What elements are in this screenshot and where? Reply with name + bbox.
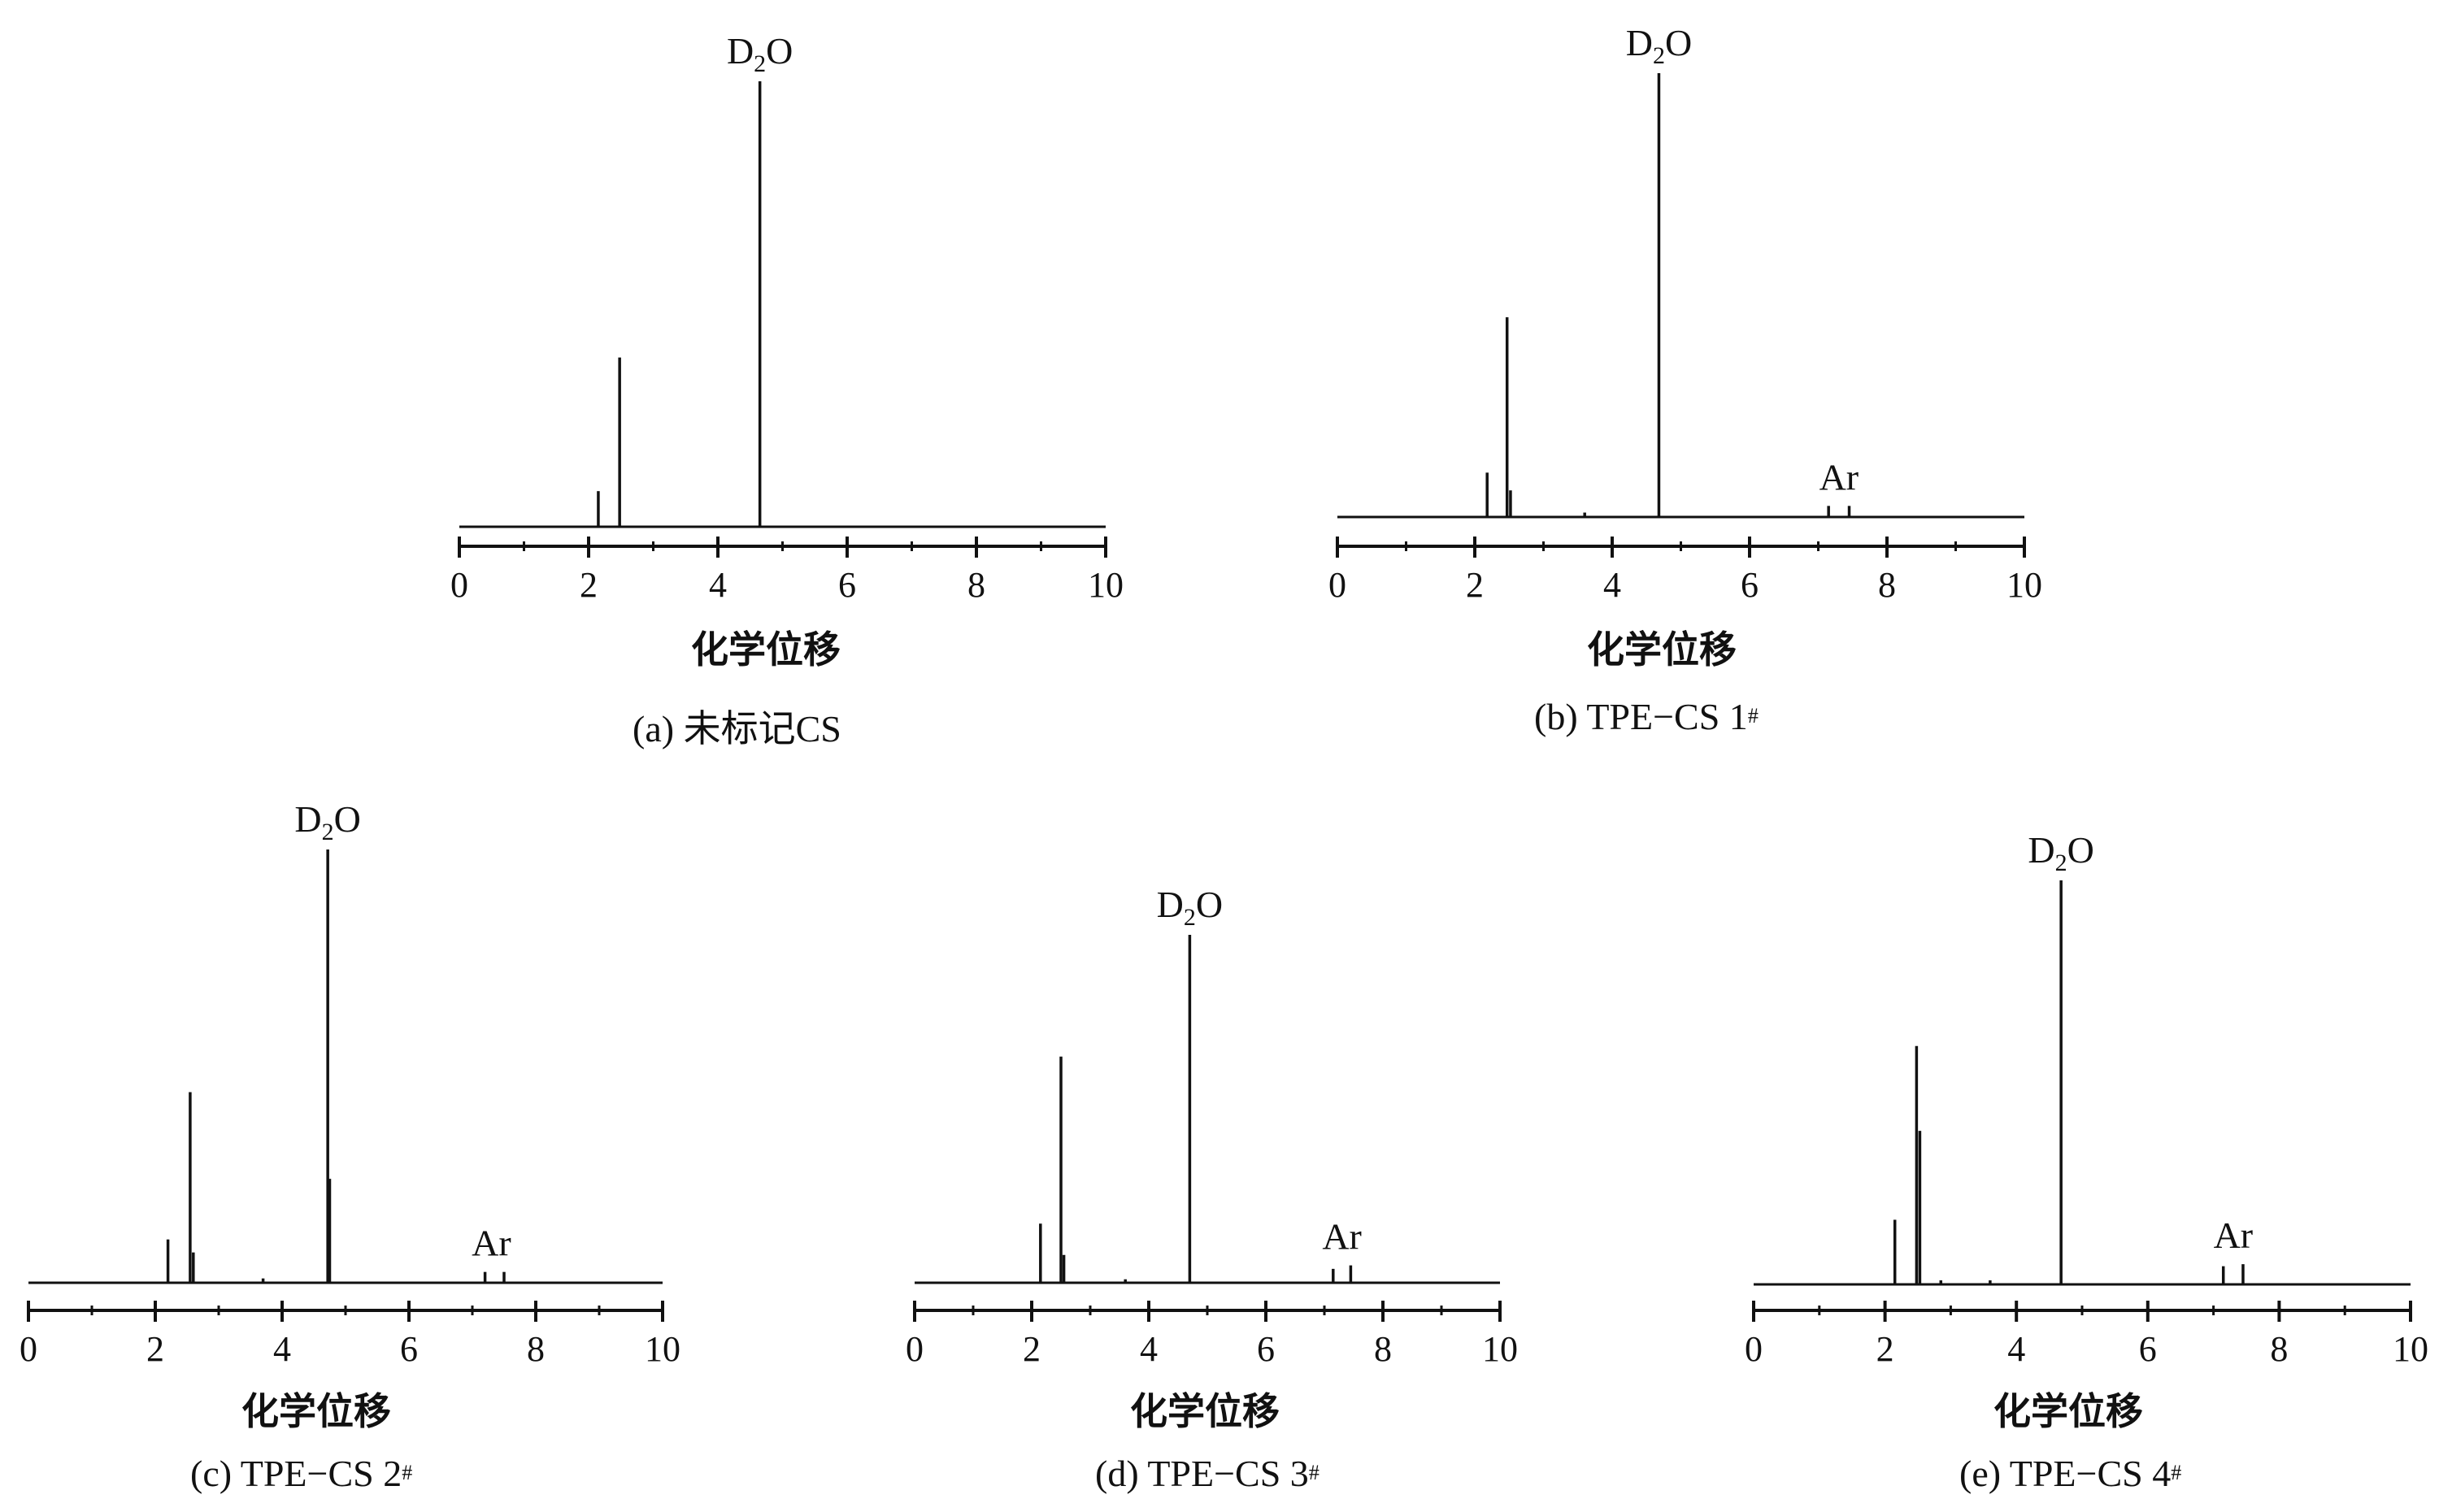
x-tick-label-d-2: 4 — [1140, 1329, 1158, 1369]
caption-c: (c) TPE−CS 2# — [190, 1452, 412, 1495]
peak-label-c-0: D2O — [294, 798, 360, 845]
x-tick-label-e-4: 8 — [2270, 1329, 2288, 1369]
caption-label-b: TPE−CS 1 — [1586, 696, 1748, 737]
x-tick-label-b-3: 6 — [1741, 565, 1759, 605]
peak-label-e-0: D2O — [2028, 829, 2093, 876]
x-tick-label-b-0: 0 — [1328, 565, 1346, 605]
x-tick-label-d-5: 10 — [1482, 1329, 1518, 1369]
x-tick-label-d-4: 8 — [1374, 1329, 1392, 1369]
peak-label-d-0: D2O — [1157, 884, 1223, 931]
caption-label-d: TPE−CS 3 — [1147, 1453, 1309, 1494]
x-tick-label-c-0: 0 — [20, 1329, 37, 1369]
caption-a: (a) 未标记CS — [633, 699, 841, 753]
x-tick-label-c-5: 10 — [645, 1329, 680, 1369]
x-tick-label-a-3: 6 — [838, 565, 856, 605]
x-tick-label-a-4: 8 — [967, 565, 985, 605]
x-tick-label-b-2: 4 — [1603, 565, 1621, 605]
peak-label-b-1: Ar — [1819, 456, 1859, 497]
x-tick-label-c-4: 8 — [527, 1329, 545, 1369]
caption-prefix-a: (a) — [633, 708, 684, 749]
caption-prefix-c: (c) — [190, 1453, 241, 1494]
caption-prefix-d: (d) — [1095, 1453, 1148, 1494]
x-axis-label-b: 化学位移 — [1587, 628, 1737, 671]
x-tick-label-c-1: 2 — [146, 1329, 164, 1369]
x-axis-label-d: 化学位移 — [1130, 1389, 1280, 1433]
x-tick-label-e-0: 0 — [1745, 1329, 1763, 1369]
peak-label-d-1: Ar — [1322, 1216, 1362, 1258]
x-tick-label-a-1: 2 — [580, 565, 598, 605]
x-tick-label-a-2: 4 — [709, 565, 727, 605]
caption-sup-d: # — [1308, 1461, 1319, 1484]
caption-prefix-e: (e) — [1959, 1453, 2010, 1494]
x-tick-label-e-5: 10 — [2393, 1329, 2428, 1369]
caption-sup-e: # — [2171, 1461, 2182, 1484]
x-tick-label-d-0: 0 — [906, 1329, 924, 1369]
x-tick-label-b-5: 10 — [2006, 565, 2042, 605]
peak-label-c-1: Ar — [472, 1223, 511, 1264]
caption-sup-c: # — [402, 1461, 413, 1484]
caption-label-c: TPE−CS 2 — [240, 1453, 402, 1494]
x-tick-label-a-5: 10 — [1088, 565, 1124, 605]
caption-prefix-b: (b) — [1534, 696, 1587, 737]
x-tick-label-e-1: 2 — [1876, 1329, 1894, 1369]
x-tick-label-c-3: 6 — [400, 1329, 418, 1369]
x-tick-label-c-2: 4 — [273, 1329, 291, 1369]
x-axis-label-e: 化学位移 — [1993, 1389, 2143, 1433]
x-tick-label-e-2: 4 — [2007, 1329, 2025, 1369]
caption-label-a: 未标记CS — [683, 708, 841, 749]
x-tick-label-b-4: 8 — [1878, 565, 1896, 605]
caption-label-e: TPE−CS 4 — [2009, 1453, 2172, 1494]
x-tick-label-e-3: 6 — [2139, 1329, 2157, 1369]
peak-label-b-0: D2O — [1626, 22, 1692, 69]
caption-e: (e) TPE−CS 4# — [1959, 1452, 2181, 1495]
caption-d: (d) TPE−CS 3# — [1095, 1452, 1319, 1495]
x-axis-label-c: 化学位移 — [241, 1389, 391, 1433]
x-tick-label-d-3: 6 — [1257, 1329, 1275, 1369]
x-tick-label-a-0: 0 — [450, 565, 468, 605]
peak-label-a-0: D2O — [727, 30, 793, 77]
caption-sup-b: # — [1747, 704, 1759, 728]
peak-label-e-1: Ar — [2214, 1214, 2254, 1256]
x-axis-label-a: 化学位移 — [691, 628, 841, 671]
x-tick-label-d-1: 2 — [1023, 1329, 1041, 1369]
x-tick-label-b-1: 2 — [1466, 565, 1484, 605]
caption-b: (b) TPE−CS 1# — [1534, 695, 1759, 738]
